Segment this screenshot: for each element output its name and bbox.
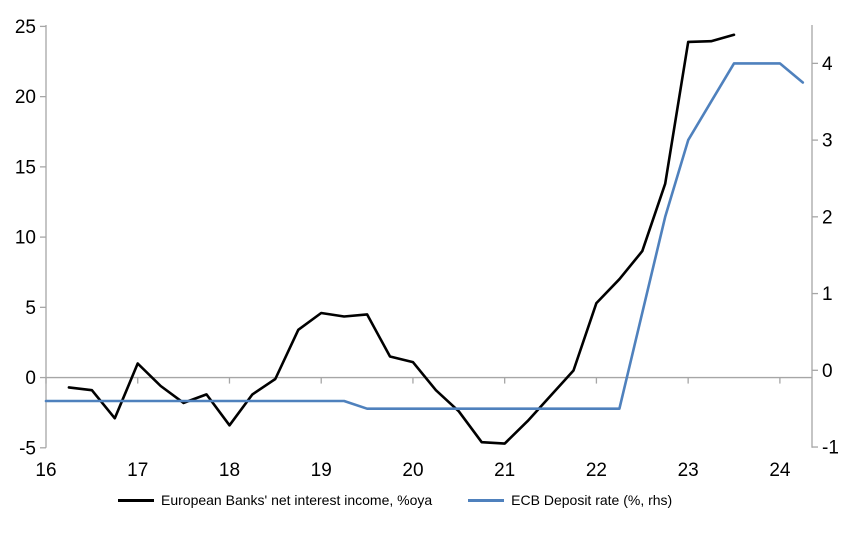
nii-line-swatch: [118, 498, 154, 502]
svg-text:10: 10: [15, 228, 36, 249]
legend-item-nii: European Banks' net interest income, %oy…: [118, 492, 432, 508]
ecb-legend-label: ECB Deposit rate (%, rhs): [511, 492, 673, 508]
svg-text:15: 15: [15, 157, 36, 178]
svg-text:-5: -5: [19, 438, 36, 459]
left-axis: -5 0 5 10 15 20 25: [15, 17, 47, 459]
svg-text:18: 18: [219, 460, 240, 481]
svg-text:23: 23: [678, 460, 699, 481]
svg-text:3: 3: [822, 131, 833, 152]
svg-text:22: 22: [586, 460, 607, 481]
x-axis: 16 17 18 19 20 21 22 23 24: [35, 376, 812, 481]
svg-text:21: 21: [494, 460, 515, 481]
svg-text:24: 24: [769, 460, 791, 481]
svg-text:25: 25: [15, 17, 36, 38]
series-nii-line: [67, 33, 736, 445]
svg-text:19: 19: [311, 460, 332, 481]
series-ecb-line: [44, 62, 805, 411]
svg-text:5: 5: [25, 298, 36, 319]
svg-text:2: 2: [822, 207, 833, 228]
svg-text:1: 1: [822, 284, 833, 305]
svg-text:-1: -1: [822, 438, 839, 459]
svg-text:20: 20: [15, 87, 36, 108]
nii-legend-label: European Banks' net interest income, %oy…: [161, 492, 433, 508]
svg-text:4: 4: [822, 54, 833, 75]
svg-text:0: 0: [25, 368, 36, 389]
svg-text:20: 20: [402, 460, 423, 481]
chart-legend: European Banks' net interest income, %oy…: [118, 492, 672, 508]
svg-text:17: 17: [127, 460, 148, 481]
svg-text:16: 16: [35, 460, 56, 481]
svg-text:0: 0: [822, 361, 833, 382]
legend-item-ecb: ECB Deposit rate (%, rhs): [468, 492, 672, 508]
right-axis: -1 0 1 2 3 4: [811, 25, 839, 459]
ecb-line-swatch: [468, 498, 505, 502]
